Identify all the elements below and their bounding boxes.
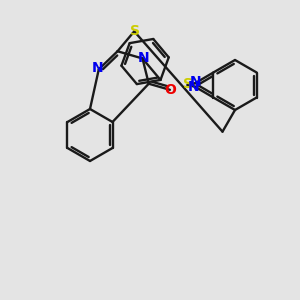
Text: S: S — [182, 77, 193, 91]
Text: N: N — [92, 61, 103, 75]
Text: N: N — [190, 75, 202, 89]
Text: O: O — [164, 83, 176, 97]
Text: N: N — [138, 52, 149, 65]
Text: S: S — [130, 24, 140, 38]
Text: N: N — [188, 80, 200, 94]
